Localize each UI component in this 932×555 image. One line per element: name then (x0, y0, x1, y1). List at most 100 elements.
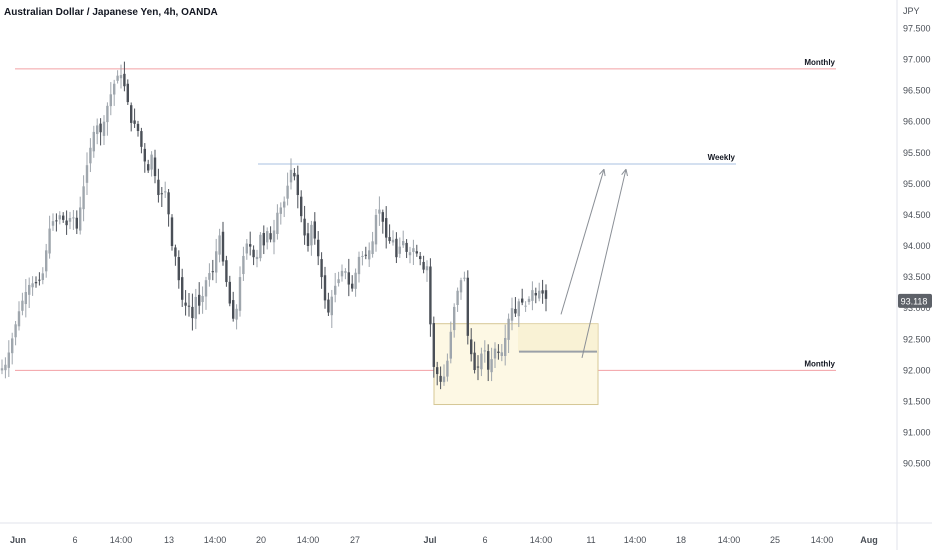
candle-down (177, 257, 180, 281)
candle-up (517, 301, 520, 317)
candle-down (476, 366, 480, 368)
projection-arrow-head (621, 168, 627, 175)
candle-down (249, 244, 252, 247)
candle-up (119, 75, 123, 79)
level-lines-layer: Monthly Weekly Monthly (15, 58, 836, 371)
projection-arrow (560, 169, 605, 315)
candle-down (296, 174, 299, 196)
candle-down (225, 260, 228, 283)
candle-down (123, 73, 126, 87)
candle-down (473, 352, 476, 371)
candle-down (381, 212, 384, 222)
candle-down (293, 172, 296, 177)
candle-down (269, 233, 272, 240)
time-tick-label: 14:00 (811, 535, 834, 545)
candle-up (330, 296, 333, 316)
candle-down (136, 123, 140, 131)
projection-arrow-head (625, 169, 628, 177)
candle-up (0, 368, 4, 371)
time-tick-label: 14:00 (110, 535, 133, 545)
candle-down (140, 131, 143, 147)
candle-down (221, 231, 225, 262)
candle-down (34, 282, 38, 284)
projection-arrow (581, 169, 627, 359)
candle-up (453, 306, 456, 331)
candle-down (174, 247, 177, 257)
candle-up (507, 318, 510, 340)
candle-down (157, 179, 160, 196)
candle-down (187, 305, 191, 307)
price-tick-label: 90.500 (903, 459, 931, 469)
candle-up (425, 266, 429, 271)
candle-up (58, 215, 61, 220)
candle-up (17, 311, 21, 327)
candle-down (252, 249, 255, 258)
time-tick-label: 6 (482, 535, 487, 545)
candle-up (500, 352, 503, 356)
candle-up (14, 324, 17, 338)
candle-up (150, 154, 153, 170)
candle-up (279, 207, 282, 214)
time-tick-label: 14:00 (530, 535, 553, 545)
price-tick-label: 95.500 (903, 148, 931, 158)
candle-up (531, 290, 534, 301)
candle-down (160, 193, 163, 195)
candle-down (130, 105, 133, 123)
candle-up (7, 352, 10, 368)
candle-down (198, 294, 201, 306)
price-tick-label: 92.000 (903, 365, 931, 375)
candle-down (143, 148, 146, 162)
candle-up (79, 207, 82, 231)
candle-up (391, 239, 395, 243)
candle-up (106, 105, 109, 123)
candle-up (41, 273, 44, 281)
time-tick-label: 14:00 (718, 535, 741, 545)
candle-up (463, 277, 466, 279)
candle-down (534, 292, 537, 296)
candle-down (347, 272, 350, 285)
demand-zone-layer (433, 323, 599, 406)
candle-up (286, 185, 289, 199)
candle-up (510, 308, 514, 321)
price-axis-unit: JPY (903, 6, 920, 16)
time-tick-label: 13 (164, 535, 174, 545)
candle-up (45, 250, 48, 272)
candle-up (208, 273, 211, 280)
level-label-monthly: Monthly (804, 359, 835, 368)
candle-up (31, 283, 34, 288)
candle-down (388, 237, 391, 242)
candle-down (75, 217, 78, 229)
candle-up (218, 235, 221, 255)
candle-down (262, 233, 265, 246)
time-tick-label: 25 (770, 535, 780, 545)
price-tick-label: 96.000 (903, 117, 931, 127)
candle-up (164, 191, 167, 193)
candle-down (320, 259, 323, 278)
candle-up (442, 376, 446, 383)
candle-up (371, 241, 374, 255)
candle-down (38, 279, 41, 281)
candle-up (28, 284, 31, 295)
candle-down (415, 251, 418, 254)
level-label-weekly: Weekly (708, 153, 736, 162)
candle-down (99, 123, 102, 133)
candle-up (483, 350, 486, 352)
candle-up (238, 277, 242, 311)
chart-title: Australian Dollar / Japanese Yen, 4h, OA… (4, 7, 218, 18)
time-tick-label: Aug (860, 535, 878, 545)
candle-up (493, 348, 497, 359)
time-tick-label: Jun (10, 535, 26, 545)
candle-up (378, 209, 381, 214)
price-tick-label: 96.500 (903, 86, 931, 96)
candle-up (266, 231, 269, 243)
candle-up (289, 169, 293, 183)
candle-up (201, 296, 204, 303)
current-price-badge (898, 293, 932, 308)
candle-down (419, 256, 422, 260)
candle-down (487, 351, 490, 370)
candle-up (72, 217, 75, 219)
candle-up (524, 305, 527, 307)
candle-down (541, 290, 544, 294)
